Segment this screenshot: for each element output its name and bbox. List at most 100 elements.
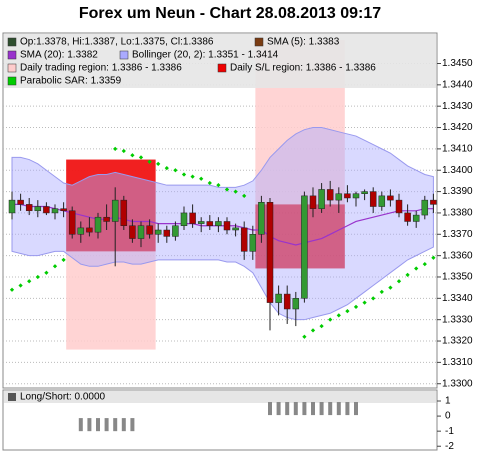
- candle-body: [146, 225, 153, 235]
- sar-dot: [336, 313, 341, 318]
- legend-bg: [4, 391, 436, 403]
- sar-dot: [207, 180, 212, 186]
- candle-body: [8, 199, 16, 214]
- candle-body: [43, 206, 50, 214]
- candle-body: [369, 191, 377, 207]
- sar-dot: [147, 159, 152, 164]
- candle-body: [326, 189, 334, 201]
- candle-body: [25, 204, 33, 212]
- sar-dot: [414, 266, 419, 271]
- candle-body: [283, 293, 291, 310]
- candle-body: [189, 212, 196, 224]
- sar-dot: [388, 285, 393, 290]
- candle-body: [154, 229, 162, 235]
- y-tick-label: 1: [445, 396, 451, 407]
- candle-body: [249, 234, 257, 252]
- sar-dot: [233, 189, 238, 194]
- sar-dot: [405, 272, 410, 277]
- y-tick-label: 1.3380: [442, 208, 473, 219]
- sar-dot: [242, 193, 247, 198]
- bar: [311, 402, 315, 416]
- bar: [104, 418, 109, 432]
- candle-body: [77, 227, 85, 235]
- candle-body: [395, 199, 403, 214]
- bar: [78, 418, 83, 432]
- bar: [96, 418, 100, 432]
- candle-body: [94, 216, 102, 233]
- candle-body: [240, 227, 248, 252]
- sar-dot: [130, 153, 135, 158]
- sar-dot: [121, 148, 126, 154]
- sar-dot: [199, 176, 204, 181]
- candle-body: [197, 221, 205, 224]
- y-tick-label: 1.3390: [442, 186, 473, 197]
- sar-dot: [138, 155, 144, 160]
- sar-dot: [319, 323, 324, 329]
- sar-dot: [173, 168, 178, 173]
- legend-swatch: [7, 37, 17, 47]
- candle-body: [215, 221, 222, 226]
- sar-dot: [379, 289, 384, 295]
- sar-dot: [422, 262, 427, 267]
- bar: [285, 402, 290, 416]
- legend-swatch: [217, 63, 227, 73]
- y-tick-label: 1.3370: [442, 229, 473, 240]
- candle-body: [172, 225, 179, 237]
- y-tick-label: 1.3420: [442, 122, 473, 133]
- candle-body: [206, 221, 214, 226]
- bar: [345, 402, 350, 416]
- y-tick-label: 0: [445, 411, 451, 422]
- candle-body: [292, 298, 300, 310]
- candle-body: [137, 225, 145, 239]
- y-tick-label: 1.3340: [442, 293, 473, 304]
- candle-body: [421, 199, 429, 216]
- legend-swatch: [119, 50, 129, 60]
- legend-label: Parabolic SAR: 1.3359: [20, 76, 122, 87]
- candle-body: [352, 193, 360, 199]
- y-tick-label: 1.3300: [442, 378, 473, 389]
- y-tick-label: 1.3350: [442, 272, 473, 283]
- legend-swatch: [254, 37, 264, 47]
- bar: [293, 402, 298, 416]
- sar-dot: [164, 165, 169, 171]
- sar-dot: [216, 183, 221, 188]
- sar-dot: [181, 172, 187, 177]
- sar-dot: [302, 334, 307, 339]
- y-tick-label: -1: [445, 426, 454, 437]
- bar: [276, 402, 281, 416]
- candle-body: [51, 208, 59, 214]
- y-tick-label: 1.3330: [442, 314, 473, 325]
- sar-dot: [310, 328, 316, 333]
- y-tick-label: 1.3410: [442, 144, 473, 155]
- sar-dot: [328, 317, 333, 322]
- y-tick-label: 1.3440: [442, 79, 473, 90]
- legend-label: SMA (5): 1.3383: [267, 37, 340, 48]
- candle-body: [387, 195, 394, 201]
- sar-dot: [113, 146, 118, 152]
- bar: [121, 418, 126, 432]
- candle-body: [103, 216, 110, 222]
- candle-body: [378, 195, 386, 207]
- legend-label: Long/Short: 0.0000: [20, 392, 106, 403]
- candle-body: [430, 199, 437, 205]
- chart-title: Forex um Neun - Chart 28.08.2013 09:17: [79, 5, 381, 22]
- legend-label: SMA (20): 1.3382: [20, 50, 98, 61]
- sma20-line: [12, 203, 434, 246]
- legend-swatch: [7, 76, 17, 86]
- candle-body: [309, 195, 317, 209]
- candle-body: [163, 229, 171, 237]
- candle-body: [129, 225, 136, 239]
- bar: [130, 418, 135, 432]
- candle-body: [266, 202, 274, 303]
- candle-body: [412, 214, 420, 222]
- sar-dot: [371, 296, 376, 301]
- candle-body: [86, 227, 93, 233]
- candle-body: [34, 206, 42, 212]
- sar-dot: [190, 174, 195, 179]
- candle-body: [404, 212, 411, 222]
- candle-body: [344, 193, 351, 199]
- candle-body: [60, 208, 67, 212]
- bar: [268, 402, 272, 416]
- bar: [113, 418, 118, 432]
